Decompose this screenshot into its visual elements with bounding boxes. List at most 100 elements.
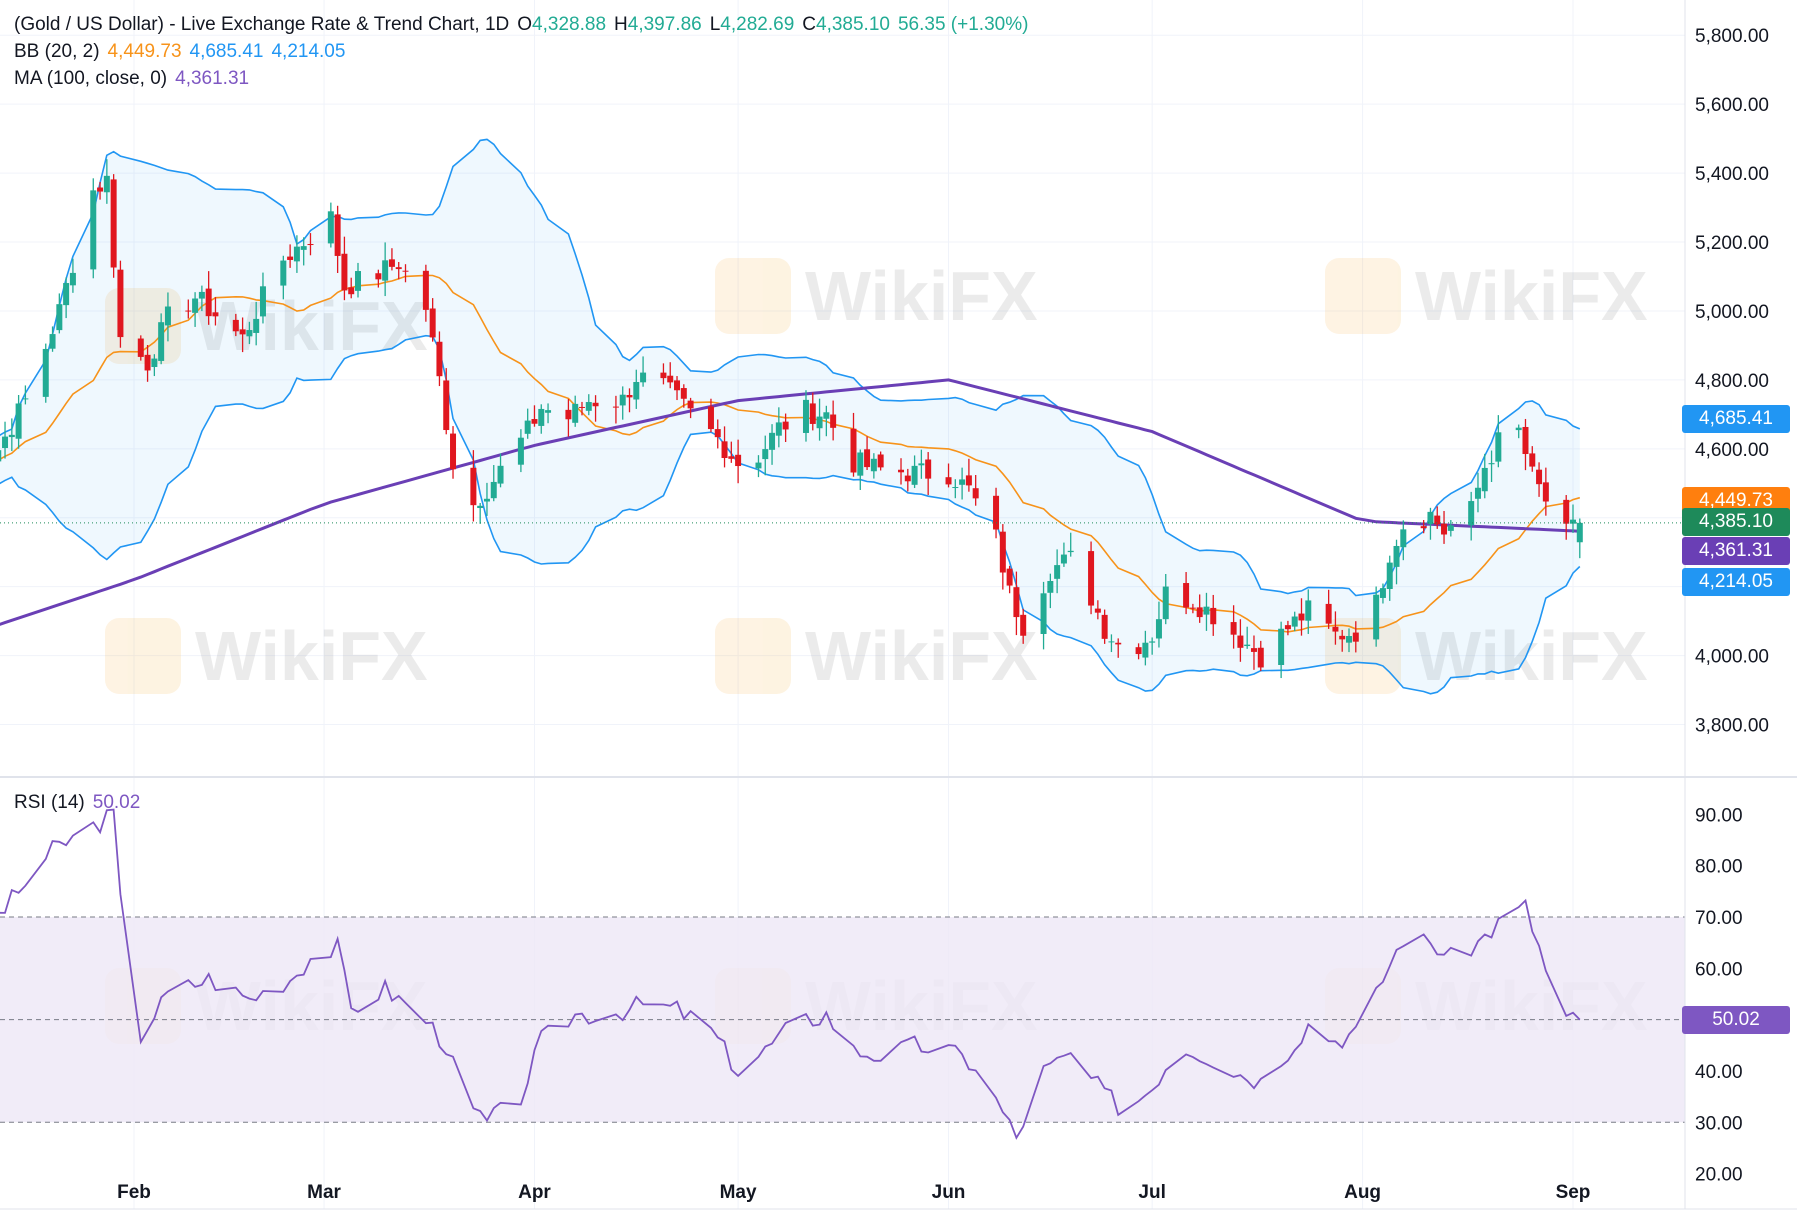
candle [619,386,626,420]
candle-body [2,436,9,449]
candle [918,449,925,479]
candle [1488,450,1495,482]
rsi-value: 50.02 [92,792,141,813]
candle-body [327,211,334,244]
candle-body [144,354,151,371]
candle-body [687,400,694,409]
candle [158,313,165,365]
candle-body [802,399,809,433]
candle-body [870,458,877,472]
candle [667,362,674,389]
candle [714,419,721,449]
candle [483,482,490,516]
candle [307,233,314,256]
rsi-legend-row[interactable]: RSI (14) 50.02 [14,790,148,816]
candle [490,465,497,502]
candle [259,272,266,324]
candle-body [1155,619,1162,639]
candle-body [198,291,205,299]
candle-body [857,452,864,476]
candle-body [674,380,681,391]
candle [769,424,776,465]
candle [422,264,429,322]
candle-body [1067,550,1074,553]
time-tick-label: Feb [117,1182,151,1203]
candle-body [1101,614,1108,639]
candle-body [42,348,49,397]
candle [864,436,871,470]
symbol-title[interactable]: (Gold / US Dollar) - Live Exchange Rate … [14,14,510,35]
candle [802,390,809,442]
candle [626,388,633,413]
candle [1515,424,1522,439]
price-tick-label: 4,600.00 [1695,440,1769,461]
candle-body [1563,499,1570,524]
candle-body [572,403,579,423]
candle-body [612,406,619,408]
candle-body [158,322,165,361]
candle-body [375,273,382,280]
candle [1400,520,1407,561]
candle-body [721,441,728,458]
candle-body [965,475,972,486]
candle [1570,504,1576,533]
candle [735,439,742,484]
candle-body [1536,469,1543,485]
candle [592,395,599,422]
candle [212,297,219,326]
watermark-text: WikiFX [195,617,428,695]
candle [1155,601,1162,648]
rsi-tick-label: 20.00 [1695,1165,1743,1186]
symbol-legend-row: (Gold / US Dollar) - Live Exchange Rate … [14,12,1036,38]
candle-body [334,214,341,256]
candle [809,392,816,431]
moving-average-layer [0,378,1580,626]
candle-body [1352,632,1359,642]
candle-body [212,312,219,317]
candle-body [185,310,192,312]
candle-body [1468,501,1475,526]
candle [1067,532,1074,557]
candle [1441,510,1448,544]
bb-upper-value: 4,685.41 [189,41,264,62]
candle [246,321,253,345]
candle-body [1542,482,1549,502]
candle [1393,539,1400,585]
candle [354,262,361,298]
candle [164,292,171,342]
candle-body [1040,593,1047,634]
time-tick-label: Aug [1344,1182,1381,1203]
candle-body [1006,568,1013,586]
candle-body [1183,583,1190,608]
candle-body [287,256,294,260]
time-tick-label: Jul [1138,1182,1165,1203]
candle [524,408,531,439]
candle-body [192,298,199,313]
candle [117,260,124,348]
price-tag: 4,214.05 [1682,567,1790,596]
high-value: 4,397.86 [627,14,702,35]
candle [293,235,300,273]
candle-body [1284,625,1291,630]
candle [823,405,830,437]
candle [1468,491,1475,541]
candle-body [1013,587,1020,618]
candle-body [619,394,626,406]
candle-body [1244,644,1251,647]
bb-legend-row[interactable]: BB (20, 2) 4,449.73 4,685.41 4,214.05 [14,39,353,65]
candle [1529,446,1536,472]
price-tag: 4,361.31 [1682,536,1790,565]
change-value: 56.35 (+1.30%) [897,14,1029,35]
candle [674,376,681,401]
candle-body [782,421,789,430]
candle-body [1420,526,1427,529]
ma-legend-row[interactable]: MA (100, close, 0) 4,361.31 [14,66,257,92]
candle [1115,638,1122,658]
candle-body [680,388,687,399]
candle [375,269,382,288]
candle [857,449,864,490]
candle-body [918,463,925,466]
watermark-text: WikiFX [805,617,1038,695]
candle-body [1257,647,1264,668]
